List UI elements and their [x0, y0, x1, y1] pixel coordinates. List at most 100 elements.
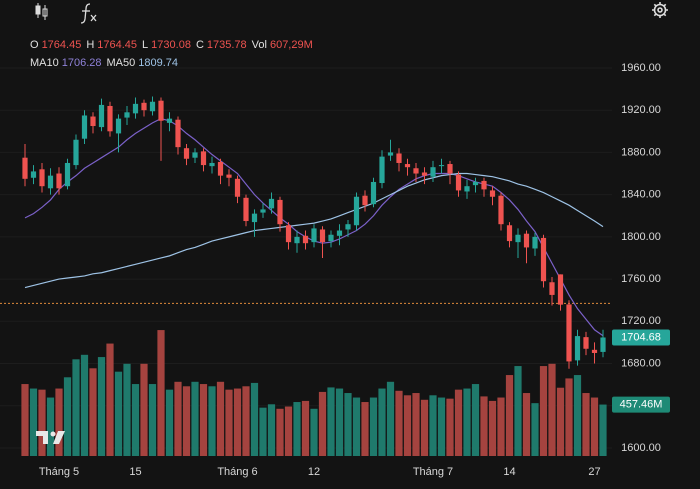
volume-bar	[565, 378, 573, 456]
last-price-badge	[612, 329, 670, 346]
candle-body	[277, 199, 283, 225]
indicators-tool[interactable]	[80, 3, 97, 24]
y-tick-label: 1600.00	[621, 442, 661, 454]
volume-bar	[72, 359, 80, 456]
candles-tool[interactable]	[35, 3, 48, 20]
y-tick-label: 1960.00	[621, 62, 661, 74]
volume-bar	[582, 393, 590, 456]
candle-body	[523, 233, 530, 248]
candle-body	[591, 349, 598, 353]
volume-bar	[114, 371, 123, 456]
candle-body	[22, 157, 28, 179]
candle-body	[175, 119, 181, 148]
candle-body	[132, 103, 139, 114]
y-tick-label: 1840.00	[621, 189, 661, 201]
volume-bar	[599, 404, 607, 456]
volume-bar	[182, 386, 191, 456]
candle-body	[285, 225, 292, 243]
candle-body	[481, 180, 487, 190]
volume-bar	[157, 330, 165, 456]
x-tick-label: 12	[308, 466, 320, 478]
candle-body	[302, 235, 309, 244]
volume-bar	[531, 403, 539, 456]
volume-bar	[361, 402, 369, 456]
candle-body	[90, 116, 96, 127]
candle-body	[447, 164, 453, 174]
candle-body	[532, 236, 538, 249]
candle-body	[387, 152, 394, 156]
candle-body	[379, 156, 385, 184]
candle-body	[73, 139, 79, 166]
volume-bar	[123, 363, 131, 456]
volume-bar	[378, 388, 386, 456]
x-tick-label: 14	[503, 466, 515, 478]
volume-bar	[191, 381, 199, 456]
candle-body	[600, 337, 606, 352]
candle-body	[39, 169, 45, 187]
volume-bar	[369, 397, 378, 456]
candle-body	[192, 152, 198, 158]
volume-bar	[140, 363, 148, 456]
volume-bar	[131, 384, 140, 456]
candle-body	[209, 162, 215, 167]
volume-bar	[539, 366, 548, 456]
legend-key: C	[196, 39, 204, 51]
legend-key: MA10	[30, 57, 59, 69]
y-tick-label: 1880.00	[621, 146, 661, 158]
candle-body	[430, 167, 436, 177]
last-volume: 457.46M	[620, 398, 663, 410]
ma-legend: MA10 1706.28 MA50 1809.74	[30, 57, 178, 69]
candle-body	[574, 336, 581, 361]
settings-tool[interactable]	[652, 2, 668, 18]
legend-key: MA50	[107, 57, 136, 69]
volume-bar	[267, 404, 276, 456]
volume-bar	[259, 407, 267, 456]
volume-bar	[590, 397, 599, 456]
legend-value: 1764.45	[97, 39, 137, 51]
candle-body	[149, 101, 156, 112]
volume-bar	[89, 368, 97, 456]
ma-line	[24, 172, 604, 289]
y-tick-label: 1920.00	[621, 104, 661, 116]
candle-body	[217, 161, 224, 176]
volume-bar	[327, 387, 335, 456]
legend-value: 1809.74	[138, 57, 178, 69]
volume-bar	[548, 363, 556, 456]
volume-bar	[97, 357, 106, 456]
volume-bar	[471, 384, 480, 456]
volume-bar	[344, 393, 352, 456]
volume-bar	[335, 388, 344, 456]
candle-body	[498, 195, 504, 225]
volume-bar	[216, 381, 225, 456]
x-tick-label: Tháng 7	[413, 466, 453, 478]
candle-body	[540, 237, 547, 282]
legend-value: 1706.28	[62, 57, 102, 69]
volume-bar	[293, 402, 301, 456]
volume-bar	[38, 389, 46, 456]
volume-bar	[514, 366, 522, 456]
volume-bar	[165, 389, 174, 456]
volume-bar	[403, 395, 412, 456]
candle-body	[404, 164, 411, 168]
candle-body	[124, 112, 130, 118]
volume-bar	[352, 397, 361, 456]
candle-body	[294, 236, 300, 244]
legend-key: O	[30, 39, 39, 51]
volume-bar	[497, 397, 505, 456]
volume-bar	[225, 389, 233, 456]
candle-body	[336, 230, 343, 236]
volume-bar	[522, 393, 531, 456]
candle-body	[557, 274, 564, 305]
candle-body	[549, 282, 555, 295]
volume-bar	[242, 386, 250, 456]
candle-body	[64, 162, 71, 187]
volume-bar	[386, 381, 395, 456]
legend-key: Vol	[252, 39, 267, 51]
candle-body	[30, 171, 37, 178]
volume-bar	[395, 390, 403, 456]
volume-bar	[505, 375, 514, 456]
volume-bar	[463, 388, 471, 456]
volume-bar	[437, 397, 446, 456]
candle-body	[413, 168, 419, 174]
